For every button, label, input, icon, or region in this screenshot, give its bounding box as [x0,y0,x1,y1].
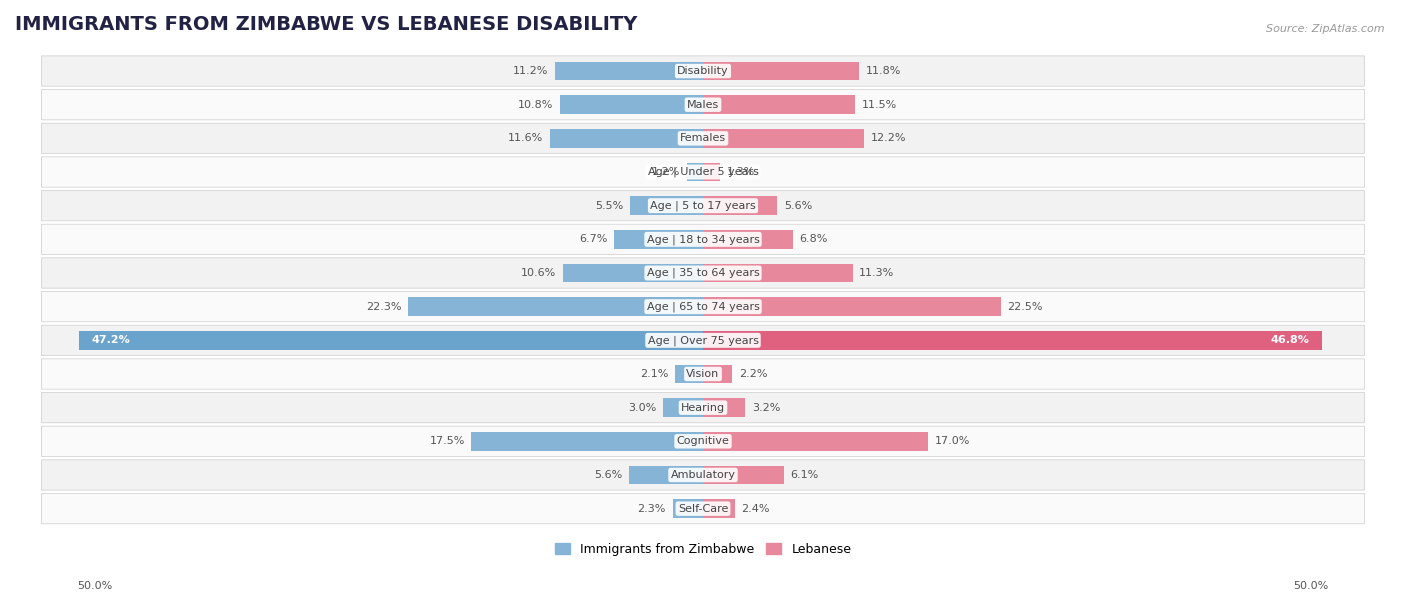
Bar [471,432,703,450]
FancyBboxPatch shape [41,426,1365,457]
Bar [675,365,703,383]
Text: 50.0%: 50.0% [1294,581,1329,591]
FancyBboxPatch shape [41,392,1365,423]
Bar [703,95,855,114]
Text: 6.1%: 6.1% [790,470,818,480]
Text: 3.0%: 3.0% [628,403,657,412]
Text: 1.2%: 1.2% [652,167,681,177]
Bar [664,398,703,417]
Text: Hearing: Hearing [681,403,725,412]
Text: 6.7%: 6.7% [579,234,607,244]
Bar [672,499,703,518]
FancyBboxPatch shape [41,493,1365,524]
Text: 11.2%: 11.2% [513,66,548,76]
Bar [630,196,703,215]
Text: Cognitive: Cognitive [676,436,730,446]
Bar [550,129,703,147]
Text: 2.1%: 2.1% [640,369,669,379]
Text: 2.4%: 2.4% [741,504,770,513]
FancyBboxPatch shape [41,190,1365,221]
Text: Age | 5 to 17 years: Age | 5 to 17 years [650,200,756,211]
Text: Females: Females [681,133,725,143]
Bar [703,62,859,80]
Bar [703,331,1322,349]
Bar [703,466,783,484]
Bar [688,163,703,181]
Legend: Immigrants from Zimbabwe, Lebanese: Immigrants from Zimbabwe, Lebanese [550,538,856,561]
Text: 12.2%: 12.2% [872,133,907,143]
FancyBboxPatch shape [41,89,1365,120]
Text: 11.6%: 11.6% [508,133,543,143]
Text: 5.5%: 5.5% [595,201,624,211]
Bar [408,297,703,316]
Bar [703,129,865,147]
Text: Age | 65 to 74 years: Age | 65 to 74 years [647,302,759,312]
Text: 3.2%: 3.2% [752,403,780,412]
Text: 17.0%: 17.0% [935,436,970,446]
Bar [703,264,852,282]
Bar [703,230,793,248]
Bar [555,62,703,80]
Text: 6.8%: 6.8% [800,234,828,244]
Text: 5.6%: 5.6% [595,470,623,480]
Bar [562,264,703,282]
Bar [628,466,703,484]
Text: Age | 18 to 34 years: Age | 18 to 34 years [647,234,759,245]
Bar [703,365,733,383]
Text: 11.3%: 11.3% [859,268,894,278]
Text: 2.2%: 2.2% [738,369,768,379]
Text: 2.3%: 2.3% [637,504,666,513]
Text: 10.8%: 10.8% [519,100,554,110]
Bar [703,297,1001,316]
Bar [703,196,778,215]
Text: 22.3%: 22.3% [366,302,401,312]
Bar [560,95,703,114]
FancyBboxPatch shape [41,291,1365,322]
Text: IMMIGRANTS FROM ZIMBABWE VS LEBANESE DISABILITY: IMMIGRANTS FROM ZIMBABWE VS LEBANESE DIS… [15,15,637,34]
Text: Vision: Vision [686,369,720,379]
Bar [703,398,745,417]
Text: 5.6%: 5.6% [783,201,811,211]
Text: Disability: Disability [678,66,728,76]
Bar [703,432,928,450]
FancyBboxPatch shape [41,123,1365,154]
FancyBboxPatch shape [41,56,1365,86]
Text: 22.5%: 22.5% [1007,302,1043,312]
Bar [614,230,703,248]
Text: Males: Males [688,100,718,110]
FancyBboxPatch shape [41,224,1365,255]
Text: Ambulatory: Ambulatory [671,470,735,480]
Text: 50.0%: 50.0% [77,581,112,591]
FancyBboxPatch shape [41,460,1365,490]
Text: 46.8%: 46.8% [1270,335,1309,345]
Text: 17.5%: 17.5% [429,436,465,446]
Bar [703,499,735,518]
Text: 11.8%: 11.8% [866,66,901,76]
Bar [703,163,720,181]
Text: 11.5%: 11.5% [862,100,897,110]
Text: 1.3%: 1.3% [727,167,755,177]
Text: Age | 35 to 64 years: Age | 35 to 64 years [647,268,759,278]
Text: Source: ZipAtlas.com: Source: ZipAtlas.com [1267,24,1385,34]
Text: Age | Under 5 years: Age | Under 5 years [648,166,758,177]
FancyBboxPatch shape [41,359,1365,389]
FancyBboxPatch shape [41,157,1365,187]
Text: 47.2%: 47.2% [91,335,131,345]
Bar [79,331,703,349]
Text: Self-Care: Self-Care [678,504,728,513]
Text: Age | Over 75 years: Age | Over 75 years [648,335,758,346]
FancyBboxPatch shape [41,325,1365,356]
FancyBboxPatch shape [41,258,1365,288]
Text: 10.6%: 10.6% [520,268,557,278]
